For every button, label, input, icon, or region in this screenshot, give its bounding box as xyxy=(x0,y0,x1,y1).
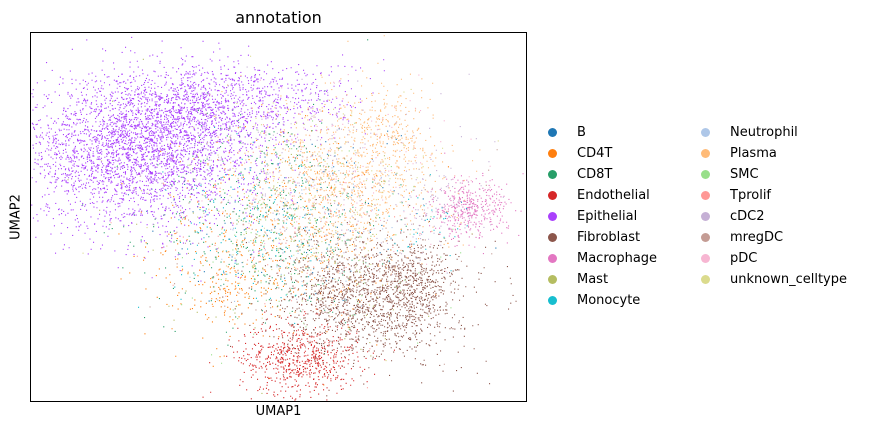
legend-label: pDC xyxy=(730,251,758,266)
legend-label: Fibroblast xyxy=(577,230,641,245)
plot-area xyxy=(30,32,527,402)
legend-label: Monocyte xyxy=(577,293,641,308)
scatter-svg xyxy=(31,35,524,401)
series-macrophage xyxy=(413,152,524,255)
legend-marker xyxy=(701,254,710,263)
legend-item: Macrophage xyxy=(544,248,657,269)
legend-marker xyxy=(548,212,557,221)
legend-label: CD8T xyxy=(577,167,613,182)
legend-marker xyxy=(701,233,710,242)
legend-label: Plasma xyxy=(730,146,777,161)
legend-label: unknown_celltype xyxy=(730,272,847,287)
legend-marker xyxy=(701,191,710,200)
legend-item: pDC xyxy=(697,248,757,269)
legend-label: Tprolif xyxy=(730,188,772,203)
legend-marker xyxy=(701,149,710,158)
legend-item: SMC xyxy=(697,164,759,185)
chart-title: annotation xyxy=(235,8,322,27)
series-mast xyxy=(67,58,473,395)
legend-marker xyxy=(548,233,557,242)
legend-label: Neutrophil xyxy=(730,125,798,140)
legend-label: B xyxy=(577,125,586,140)
legend-item: Tprolif xyxy=(697,185,771,206)
legend-marker xyxy=(548,170,557,179)
legend-marker xyxy=(701,128,710,137)
scatter-points xyxy=(31,36,385,282)
legend-label: Macrophage xyxy=(577,251,658,266)
legend-label: mregDC xyxy=(730,230,784,245)
legend-item: Plasma xyxy=(697,143,777,164)
legend-label: CD4T xyxy=(577,146,613,161)
legend-item: CD8T xyxy=(544,164,612,185)
scatter-points xyxy=(133,66,504,308)
legend-marker xyxy=(548,275,557,284)
legend-item: Endothelial xyxy=(544,185,650,206)
legend-item: Mast xyxy=(544,269,608,290)
legend-label: Epithelial xyxy=(577,209,638,224)
legend-marker xyxy=(701,275,710,284)
legend-item: Epithelial xyxy=(544,206,637,227)
legend-label: Endothelial xyxy=(577,188,650,203)
legend-item: B xyxy=(544,122,586,143)
legend-marker xyxy=(548,128,557,137)
series-cdc2 xyxy=(133,66,504,308)
legend-marker xyxy=(548,191,557,200)
legend-marker xyxy=(701,212,710,221)
legend-label: Mast xyxy=(577,272,609,287)
y-axis-label: UMAP2 xyxy=(8,194,24,240)
legend-item: Monocyte xyxy=(544,290,640,311)
scatter-points xyxy=(413,152,524,255)
legend-label: SMC xyxy=(730,167,759,182)
legend-item: Neutrophil xyxy=(697,122,798,143)
legend-item: CD4T xyxy=(544,143,612,164)
legend-label: cDC2 xyxy=(730,209,765,224)
legend-marker xyxy=(548,296,557,305)
legend-item: unknown_celltype xyxy=(697,269,847,290)
legend: B CD4T CD8T Endothelial Epithelial Fibroblast… xyxy=(544,122,864,312)
legend-marker xyxy=(548,254,557,263)
legend-item: mregDC xyxy=(697,227,783,248)
legend-item: cDC2 xyxy=(697,206,765,227)
legend-marker xyxy=(701,170,710,179)
scatter-points xyxy=(67,58,473,395)
legend-item: Fibroblast xyxy=(544,227,640,248)
x-axis-label: UMAP1 xyxy=(255,404,302,419)
legend-marker xyxy=(548,149,557,158)
series-epithelial xyxy=(31,36,385,282)
